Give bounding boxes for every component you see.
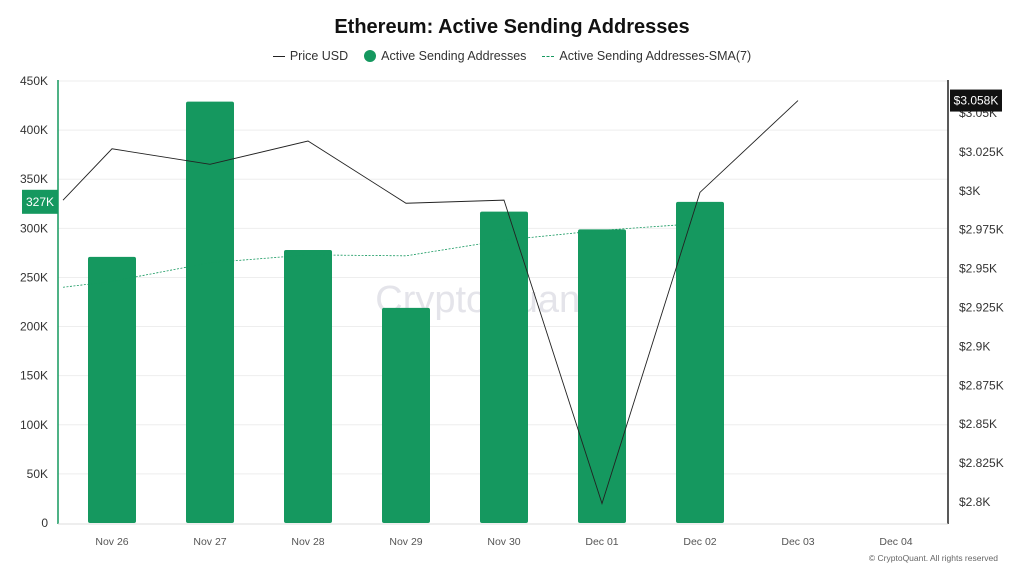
chart-title: Ethereum: Active Sending Addresses (334, 16, 690, 38)
right-axis-tick: $2.925K (959, 301, 1004, 315)
left-axis-tick: 400K (20, 123, 48, 137)
bar-nov-29 (382, 307, 430, 523)
right-axis-tick: $2.9K (959, 339, 990, 353)
bar-nov-30 (480, 211, 528, 523)
x-axis-tick: Dec 02 (683, 536, 716, 548)
bar-nov-27 (186, 101, 234, 524)
left-axis-tick: 350K (20, 172, 48, 186)
legend-item-price[interactable]: Price USD (272, 49, 349, 63)
right-axis-tick: $2.95K (959, 262, 997, 276)
bar-dec-01 (578, 229, 626, 523)
dot-swatch-icon (364, 50, 377, 62)
legend-label: Active Sending Addresses-SMA(7) (559, 49, 752, 63)
right-value-badge (950, 89, 1002, 112)
left-value-badge (22, 189, 58, 214)
left-axis-tick: 450K (20, 74, 48, 88)
left-axis-tick: 300K (20, 221, 48, 235)
left-axis-tick: 200K (20, 320, 48, 334)
price-line (62, 100, 799, 506)
right-axis-tick: $2.85K (959, 417, 997, 431)
right-axis-tick: $3.025K (959, 145, 1004, 159)
line-swatch-icon (272, 55, 285, 57)
x-axis-tick: Nov 30 (487, 536, 520, 548)
right-axis-tick: $2.8K (959, 495, 990, 509)
right-value-badge-label: $3.058K (954, 94, 999, 108)
bar-nov-28 (284, 249, 332, 524)
bar-dec-02 (676, 201, 724, 523)
x-axis-tick: Nov 28 (291, 536, 324, 548)
legend-item-active-sending[interactable]: Active Sending Addresses (364, 49, 526, 63)
right-axis-tick: $2.875K (959, 378, 1004, 392)
dashed-swatch-icon (542, 55, 555, 57)
left-axis-tick: 100K (20, 418, 48, 432)
copyright-notice: © CryptoQuant. All rights reserved (868, 553, 998, 563)
sma-line (62, 223, 701, 288)
left-value-badge-label: 327K (26, 195, 54, 209)
right-axis-tick: $3K (959, 184, 980, 198)
x-axis-tick: Nov 26 (95, 536, 128, 548)
legend-label: Price USD (289, 49, 349, 63)
left-axis-tick: 0 (41, 516, 48, 530)
left-axis-tick: 150K (20, 369, 48, 383)
legend-item-sma[interactable]: Active Sending Addresses-SMA(7) (542, 49, 751, 63)
left-axis-tick: 250K (20, 270, 48, 284)
legend-label: Active Sending Addresses (381, 49, 527, 63)
x-axis-tick: Nov 27 (193, 536, 226, 548)
x-axis-tick: Dec 04 (879, 536, 912, 548)
bar-nov-26 (88, 256, 136, 523)
right-axis-tick: $2.825K (959, 456, 1004, 470)
legend: Price USD Active Sending Addresses Activ… (0, 49, 1024, 63)
x-axis-tick: Nov 29 (389, 536, 422, 548)
x-axis-tick: Dec 01 (585, 536, 618, 548)
left-axis-tick: 50K (27, 467, 48, 481)
x-axis-tick: Dec 03 (781, 536, 814, 548)
right-axis-tick: $2.975K (959, 223, 1004, 237)
